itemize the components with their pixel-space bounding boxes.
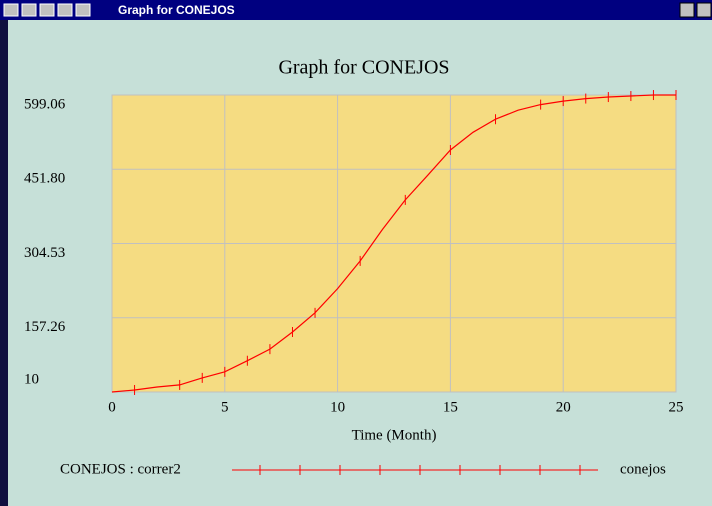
y-tick-label: 10 xyxy=(24,371,39,387)
window-edge xyxy=(0,0,8,506)
x-tick-label: 20 xyxy=(556,399,571,415)
x-tick-label: 10 xyxy=(330,399,345,415)
y-tick-label: 451.80 xyxy=(24,171,65,187)
y-tick-label: 599.06 xyxy=(24,96,66,112)
x-axis-label: Time (Month) xyxy=(352,427,437,443)
close-button[interactable] xyxy=(696,2,712,18)
window-title: Graph for CONEJOS xyxy=(118,3,235,17)
x-tick-label: 0 xyxy=(108,399,116,415)
series-line xyxy=(111,94,676,393)
icon[interactable] xyxy=(39,3,55,17)
icon[interactable] xyxy=(3,3,19,17)
maximize-button[interactable] xyxy=(679,2,695,18)
chart-title: Graph for CONEJOS xyxy=(278,57,449,79)
icon[interactable] xyxy=(57,3,73,17)
x-tick-label: 25 xyxy=(669,399,684,415)
icon[interactable] xyxy=(75,3,91,17)
y-tick-label: 304.53 xyxy=(24,245,65,261)
title-bar xyxy=(0,0,712,20)
x-tick-label: 5 xyxy=(221,399,229,415)
x-tick-label: 15 xyxy=(443,399,458,415)
legend-label: CONEJOS : correr2 xyxy=(60,461,181,477)
y-tick-label: 157.26 xyxy=(24,319,66,335)
plot-border xyxy=(111,94,677,393)
legend-run-label: conejos xyxy=(620,461,666,477)
toolbar-icons[interactable] xyxy=(3,3,91,17)
icon[interactable] xyxy=(21,3,37,17)
